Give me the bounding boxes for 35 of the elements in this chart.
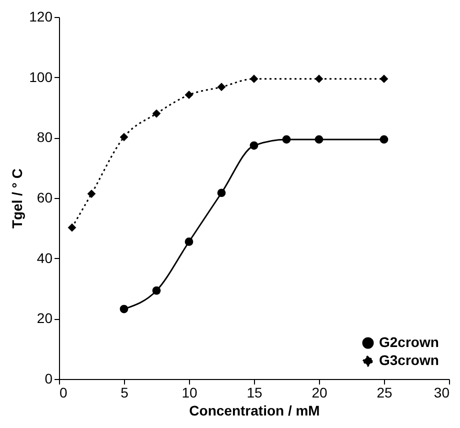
x-tick-label: 10 xyxy=(182,384,198,400)
x-tick-label: 5 xyxy=(120,384,129,400)
x-axis-title: Concentration / mM xyxy=(189,402,320,418)
point xyxy=(282,135,291,144)
x-tick-label: 15 xyxy=(246,384,262,400)
y-tick-label: 20 xyxy=(36,310,53,326)
point xyxy=(250,141,258,150)
x-tick-label: 25 xyxy=(376,384,392,400)
x-tick-label: 30 xyxy=(434,384,450,400)
y-tick-label: 120 xyxy=(29,8,53,24)
legend-label: G3crown xyxy=(379,352,439,368)
point xyxy=(87,190,96,198)
y-tick-label: 40 xyxy=(36,250,53,266)
point xyxy=(250,74,258,84)
point xyxy=(217,82,226,92)
point xyxy=(152,109,161,118)
point xyxy=(380,135,388,144)
point xyxy=(217,188,226,198)
point xyxy=(314,74,324,84)
point xyxy=(120,304,128,314)
x-tick-label: 20 xyxy=(312,384,328,400)
point xyxy=(314,135,324,144)
y-tick-label: 60 xyxy=(36,190,53,206)
point xyxy=(380,74,388,84)
y-tick-label: 100 xyxy=(29,68,53,85)
point xyxy=(120,132,128,142)
y-axis-title: Tgel / ° C xyxy=(9,168,26,229)
point xyxy=(184,238,194,246)
x-tick-label: 0 xyxy=(60,384,68,400)
point xyxy=(152,286,161,295)
y-tick-label: 0 xyxy=(44,370,53,386)
point xyxy=(68,223,76,232)
point xyxy=(184,90,194,100)
y-tick-label: 80 xyxy=(36,129,53,146)
legend-label: G2crown xyxy=(379,334,439,350)
